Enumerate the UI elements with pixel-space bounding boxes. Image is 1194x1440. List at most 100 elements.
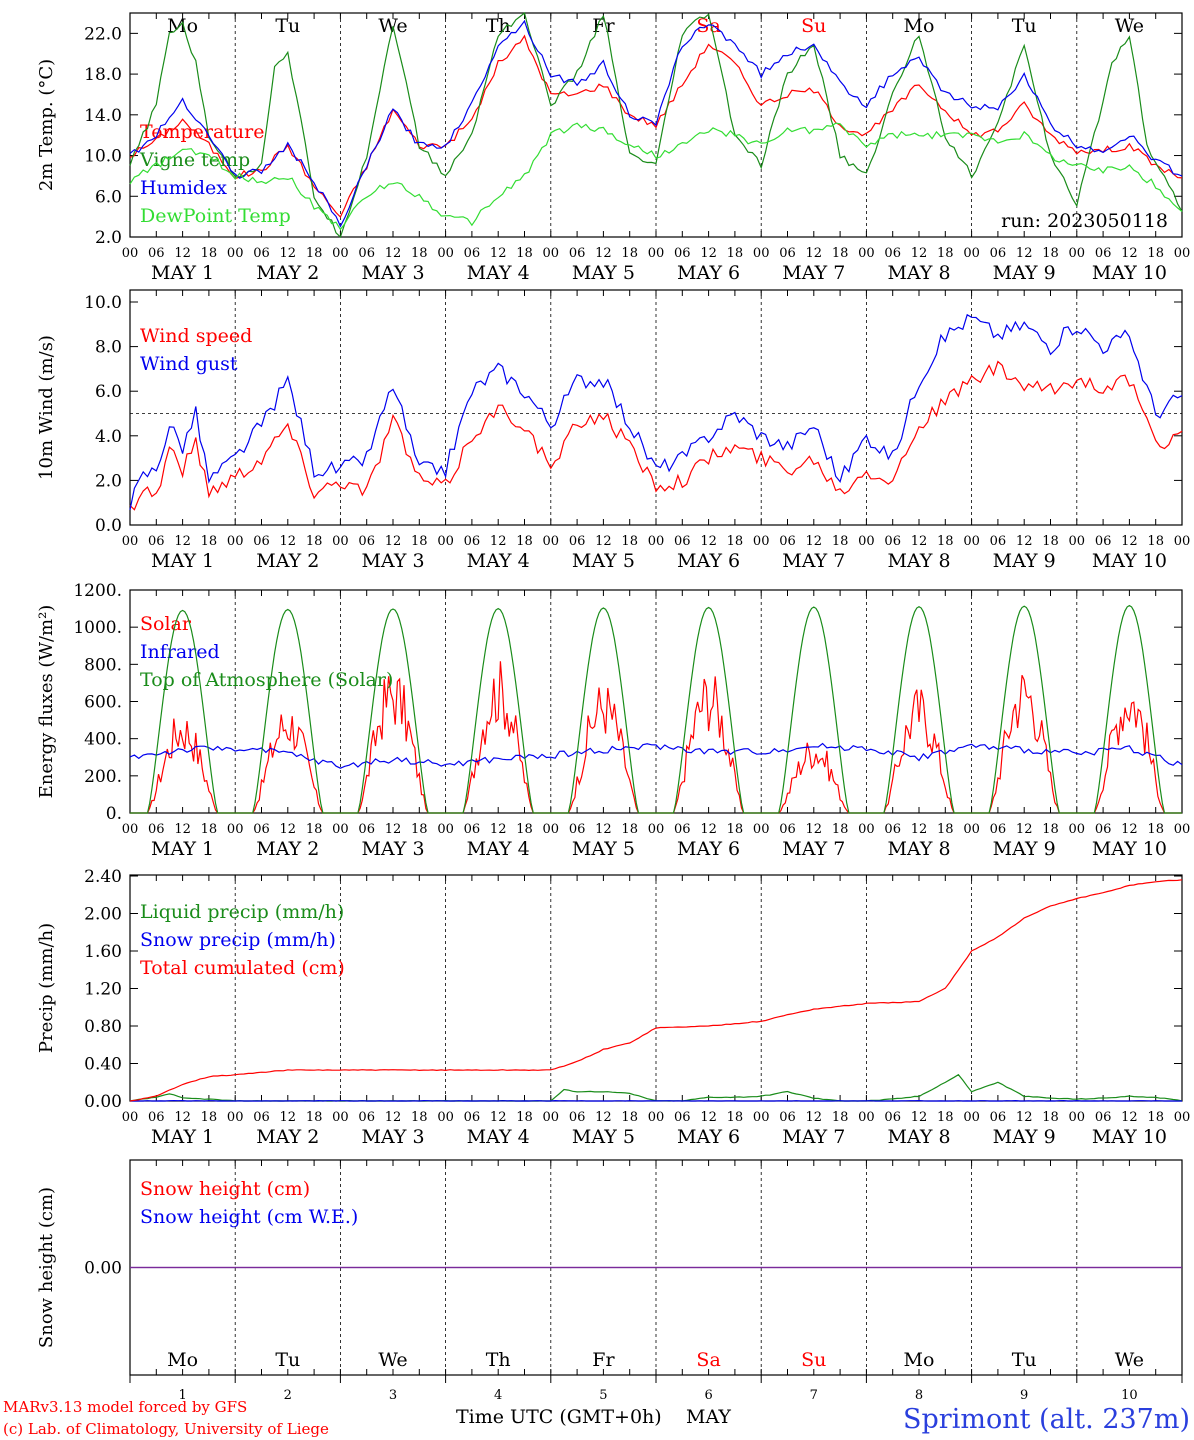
hour-tick-label: 18 [1147,822,1164,837]
date-label: MAY 8 [887,838,950,860]
hour-tick-label: 18 [411,1110,428,1125]
legend-entry: Humidex [140,177,227,199]
weekday-label: Su [801,15,826,37]
hour-tick-label: 12 [174,534,191,549]
legend-entry: Wind speed [140,325,252,347]
date-label: MAY 1 [151,550,214,572]
weekday-label: Tu [275,15,300,37]
y-tick-label: 800. [84,655,122,675]
hour-tick-label: 18 [937,534,954,549]
hour-tick-label: 06 [1095,822,1112,837]
hour-tick-label: 06 [1095,534,1112,549]
hour-tick-label: 12 [490,534,507,549]
y-tick-label: 2.0 [95,228,122,248]
hour-tick-label: 12 [595,822,612,837]
hour-tick-label: 06 [674,822,691,837]
hour-tick-label: 06 [464,1110,481,1125]
hour-tick-label: 12 [806,1110,823,1125]
hour-tick-label: 12 [174,246,191,261]
hour-tick-label: 12 [280,534,297,549]
hour-tick-label: 06 [253,822,270,837]
hour-tick-label: 18 [1042,822,1059,837]
series-line-dewpoint-temp [129,122,1183,231]
hour-tick-label: 18 [727,1110,744,1125]
hour-tick-label: 00 [1069,822,1086,837]
hour-tick-label: 06 [464,534,481,549]
date-label: MAY 6 [677,838,740,860]
date-label: MAY 7 [782,838,845,860]
hour-tick-label: 00 [648,1110,665,1125]
y-tick-label: 2.0 [95,471,122,491]
hour-tick-label: 12 [1121,246,1138,261]
hour-tick-label: 00 [437,534,454,549]
legend-entry: Liquid precip (mm/h) [140,901,344,923]
hour-tick-label: 00 [753,246,770,261]
weekday-label: Fr [592,1349,615,1371]
hour-tick-label: 06 [779,1110,796,1125]
date-label: MAY 3 [361,1126,424,1148]
date-label: MAY 7 [782,1126,845,1148]
hour-tick-label: 00 [543,534,560,549]
y-axis-title: Precip (mm/h) [36,923,57,1053]
series-line-top-of-atmosphere-solar [130,604,1182,814]
hour-tick-label: 00 [1174,1110,1191,1125]
hour-tick-label: 06 [779,246,796,261]
legend-entry: Temperature [140,121,264,143]
hour-tick-label: 06 [779,822,796,837]
hour-tick-label: 06 [569,1110,586,1125]
hour-tick-label: 12 [595,246,612,261]
hour-tick-label: 18 [1147,246,1164,261]
hour-tick-label: 12 [911,1110,928,1125]
hour-tick-label: 00 [1069,246,1086,261]
panel-1: 2.0 6.0 10.0 14.0 18.0 22.0 2m Temp. (°C) Mo Tu W… [36,11,1191,284]
hour-tick-label: 00 [227,822,244,837]
hour-tick-label: 06 [990,822,1007,837]
y-axis-title: Energy fluxes (W/m²) [36,605,57,799]
date-label: MAY 1 [151,838,214,860]
date-label: MAY 8 [887,1126,950,1148]
legend-entry: Snow height (cm) [140,1178,310,1200]
hour-tick-label: 18 [832,534,849,549]
hour-tick-label: 18 [411,534,428,549]
date-label: MAY 8 [887,262,950,284]
hour-tick-label: 12 [1016,1110,1033,1125]
date-label: MAY 6 [677,550,740,572]
y-tick-label: 10.0 [84,293,122,313]
day-number-label: 6 [704,1388,712,1403]
y-tick-label: 1200. [73,581,122,601]
hour-tick-label: 18 [832,246,849,261]
series-line-humidex [129,19,1183,228]
y-tick-label: 200. [84,767,122,787]
hour-tick-label: 06 [464,822,481,837]
weekday-label: Tu [1012,15,1037,37]
date-label: MAY 10 [1092,262,1167,284]
hour-tick-label: 18 [306,534,323,549]
hour-tick-label: 06 [253,1110,270,1125]
hour-tick-label: 12 [911,822,928,837]
day-number-label: 1 [178,1388,186,1403]
hour-tick-label: 12 [385,534,402,549]
weekday-label: Mo [167,1349,198,1371]
weekday-label: Sa [696,15,720,37]
day-number-label: 8 [915,1388,923,1403]
hour-tick-label: 06 [358,246,375,261]
hour-tick-label: 00 [753,822,770,837]
day-number-label: 2 [284,1388,292,1403]
hour-tick-label: 00 [332,822,349,837]
date-label: MAY 3 [361,262,424,284]
series-line-vigne-temp [129,11,1183,239]
hour-tick-label: 00 [437,246,454,261]
hour-tick-label: 18 [306,822,323,837]
weekday-label: We [378,1349,407,1371]
date-label: MAY 2 [256,550,319,572]
series-line-wind-gust [129,313,1183,511]
hour-tick-label: 06 [990,534,1007,549]
hour-tick-label: 00 [1174,246,1191,261]
hour-tick-label: 18 [727,822,744,837]
hour-tick-label: 12 [1016,822,1033,837]
hour-tick-label: 06 [674,534,691,549]
hour-tick-label: 00 [122,246,139,261]
hour-tick-label: 12 [385,246,402,261]
y-tick-label: 400. [84,730,122,750]
